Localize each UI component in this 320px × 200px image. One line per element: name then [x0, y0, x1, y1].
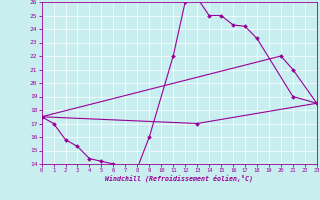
X-axis label: Windchill (Refroidissement éolien,°C): Windchill (Refroidissement éolien,°C) [105, 175, 253, 182]
